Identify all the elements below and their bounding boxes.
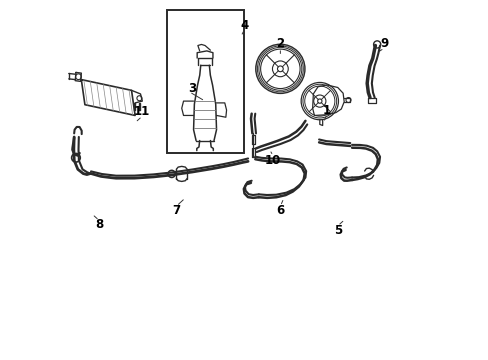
Text: 3: 3: [188, 82, 196, 95]
Text: 4: 4: [240, 19, 248, 32]
Text: 7: 7: [172, 204, 180, 217]
Text: 2: 2: [276, 37, 284, 50]
Text: 8: 8: [95, 218, 103, 231]
Text: 6: 6: [276, 204, 284, 217]
Text: 11: 11: [134, 105, 150, 118]
Text: 10: 10: [264, 154, 281, 167]
Text: 9: 9: [380, 37, 387, 50]
Text: 1: 1: [322, 104, 330, 117]
FancyBboxPatch shape: [167, 10, 244, 153]
Text: 5: 5: [333, 224, 341, 237]
